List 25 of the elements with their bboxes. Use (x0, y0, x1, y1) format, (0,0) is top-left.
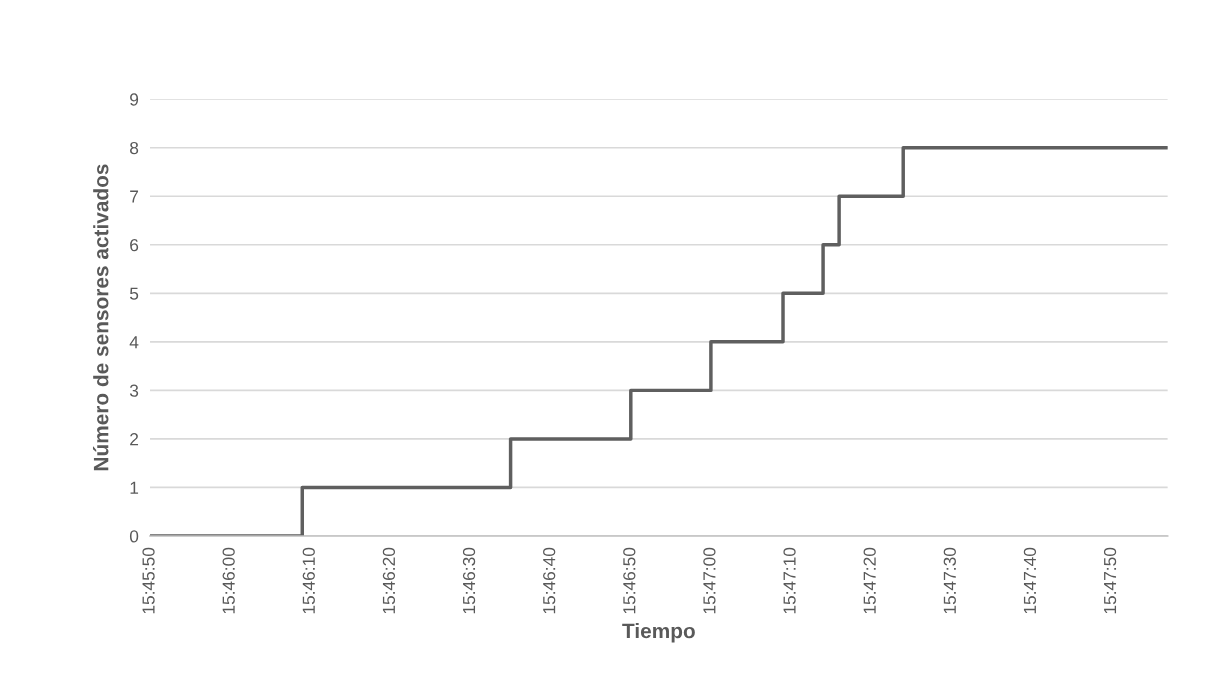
y-tick-label: 5 (129, 287, 139, 300)
y-tick-label: 3 (129, 384, 139, 397)
x-tick-label: 15:47:40 (1023, 547, 1037, 614)
x-tick-label: 15:47:20 (863, 547, 876, 614)
y-tick-label: 2 (130, 433, 139, 446)
x-tick-label: 15:46:20 (382, 547, 396, 614)
x-tick-label: 15:47:10 (783, 547, 796, 614)
x-tick-label: 15:47:00 (703, 547, 716, 614)
y-tick-label: 4 (129, 336, 139, 349)
x-tick-label: 15:46:40 (543, 547, 556, 614)
y-axis-title: Número de sensores activados (92, 164, 109, 471)
x-tick-label: 15:45:50 (142, 547, 155, 614)
x-tick-label: 15:46:30 (462, 547, 476, 614)
x-tick-label: 15:46:50 (623, 547, 636, 614)
x-tick-label: 15:47:30 (943, 547, 956, 614)
x-tick-label: 15:46:10 (302, 547, 315, 614)
y-tick-label: 1 (130, 481, 139, 494)
y-tick-label: 8 (130, 141, 139, 155)
y-tick-label: 9 (130, 93, 139, 106)
y-tick-label: 6 (130, 238, 139, 252)
y-tick-label: 7 (130, 190, 139, 203)
x-tick-label: 15:47:50 (1103, 547, 1117, 614)
x-axis-title: Tiempo (622, 623, 695, 643)
x-tick-label: 15:46:00 (222, 547, 235, 614)
y-tick-label: 0 (129, 530, 139, 543)
